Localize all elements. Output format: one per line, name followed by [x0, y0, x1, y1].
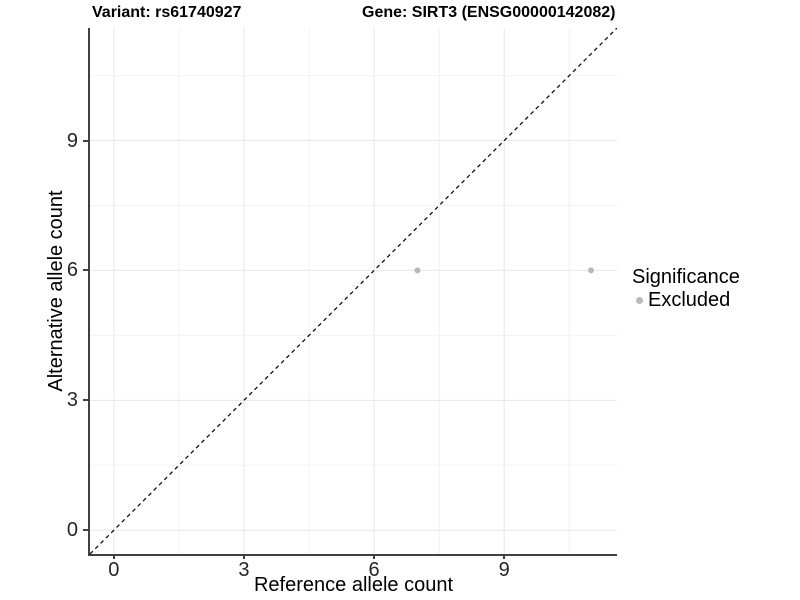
y-tick-mark [83, 529, 88, 532]
x-tick-label: 0 [108, 559, 120, 581]
legend-item: Excluded [632, 289, 740, 311]
y-tick-mark [83, 399, 88, 402]
plot-area [90, 28, 617, 554]
plot-panel [90, 28, 617, 554]
x-tick-mark [503, 554, 506, 559]
x-tick-label: 9 [498, 559, 510, 581]
y-axis-title: Alternative allele count [45, 190, 67, 392]
x-tick-mark [112, 554, 115, 559]
x-tick-mark [242, 554, 245, 559]
legend-point-icon [636, 296, 643, 304]
y-tick-mark [83, 269, 88, 272]
plot-title-variant: Variant: rs61740927 [92, 4, 242, 21]
x-tick-label: 3 [238, 559, 250, 581]
data-point [587, 267, 594, 274]
x-tick-label: 6 [368, 559, 380, 581]
y-tick-mark [83, 139, 88, 142]
x-axis-line [88, 554, 617, 556]
legend-items: Excluded [632, 289, 740, 311]
x-axis-title: Reference allele count [253, 574, 453, 596]
identity-line [90, 28, 617, 554]
x-tick-mark [373, 554, 376, 559]
y-tick-label: 9 [66, 129, 78, 152]
legend: Significance Excluded [632, 266, 740, 311]
plot-title-gene: Gene: SIRT3 (ENSG00000142082) [362, 4, 616, 21]
y-tick-label: 6 [66, 259, 78, 282]
legend-title: Significance [632, 266, 740, 288]
legend-label: Excluded [648, 289, 731, 311]
y-tick-label: 3 [66, 389, 78, 412]
data-point [414, 267, 421, 274]
y-axis-line [88, 28, 90, 556]
y-tick-label: 0 [66, 519, 78, 542]
